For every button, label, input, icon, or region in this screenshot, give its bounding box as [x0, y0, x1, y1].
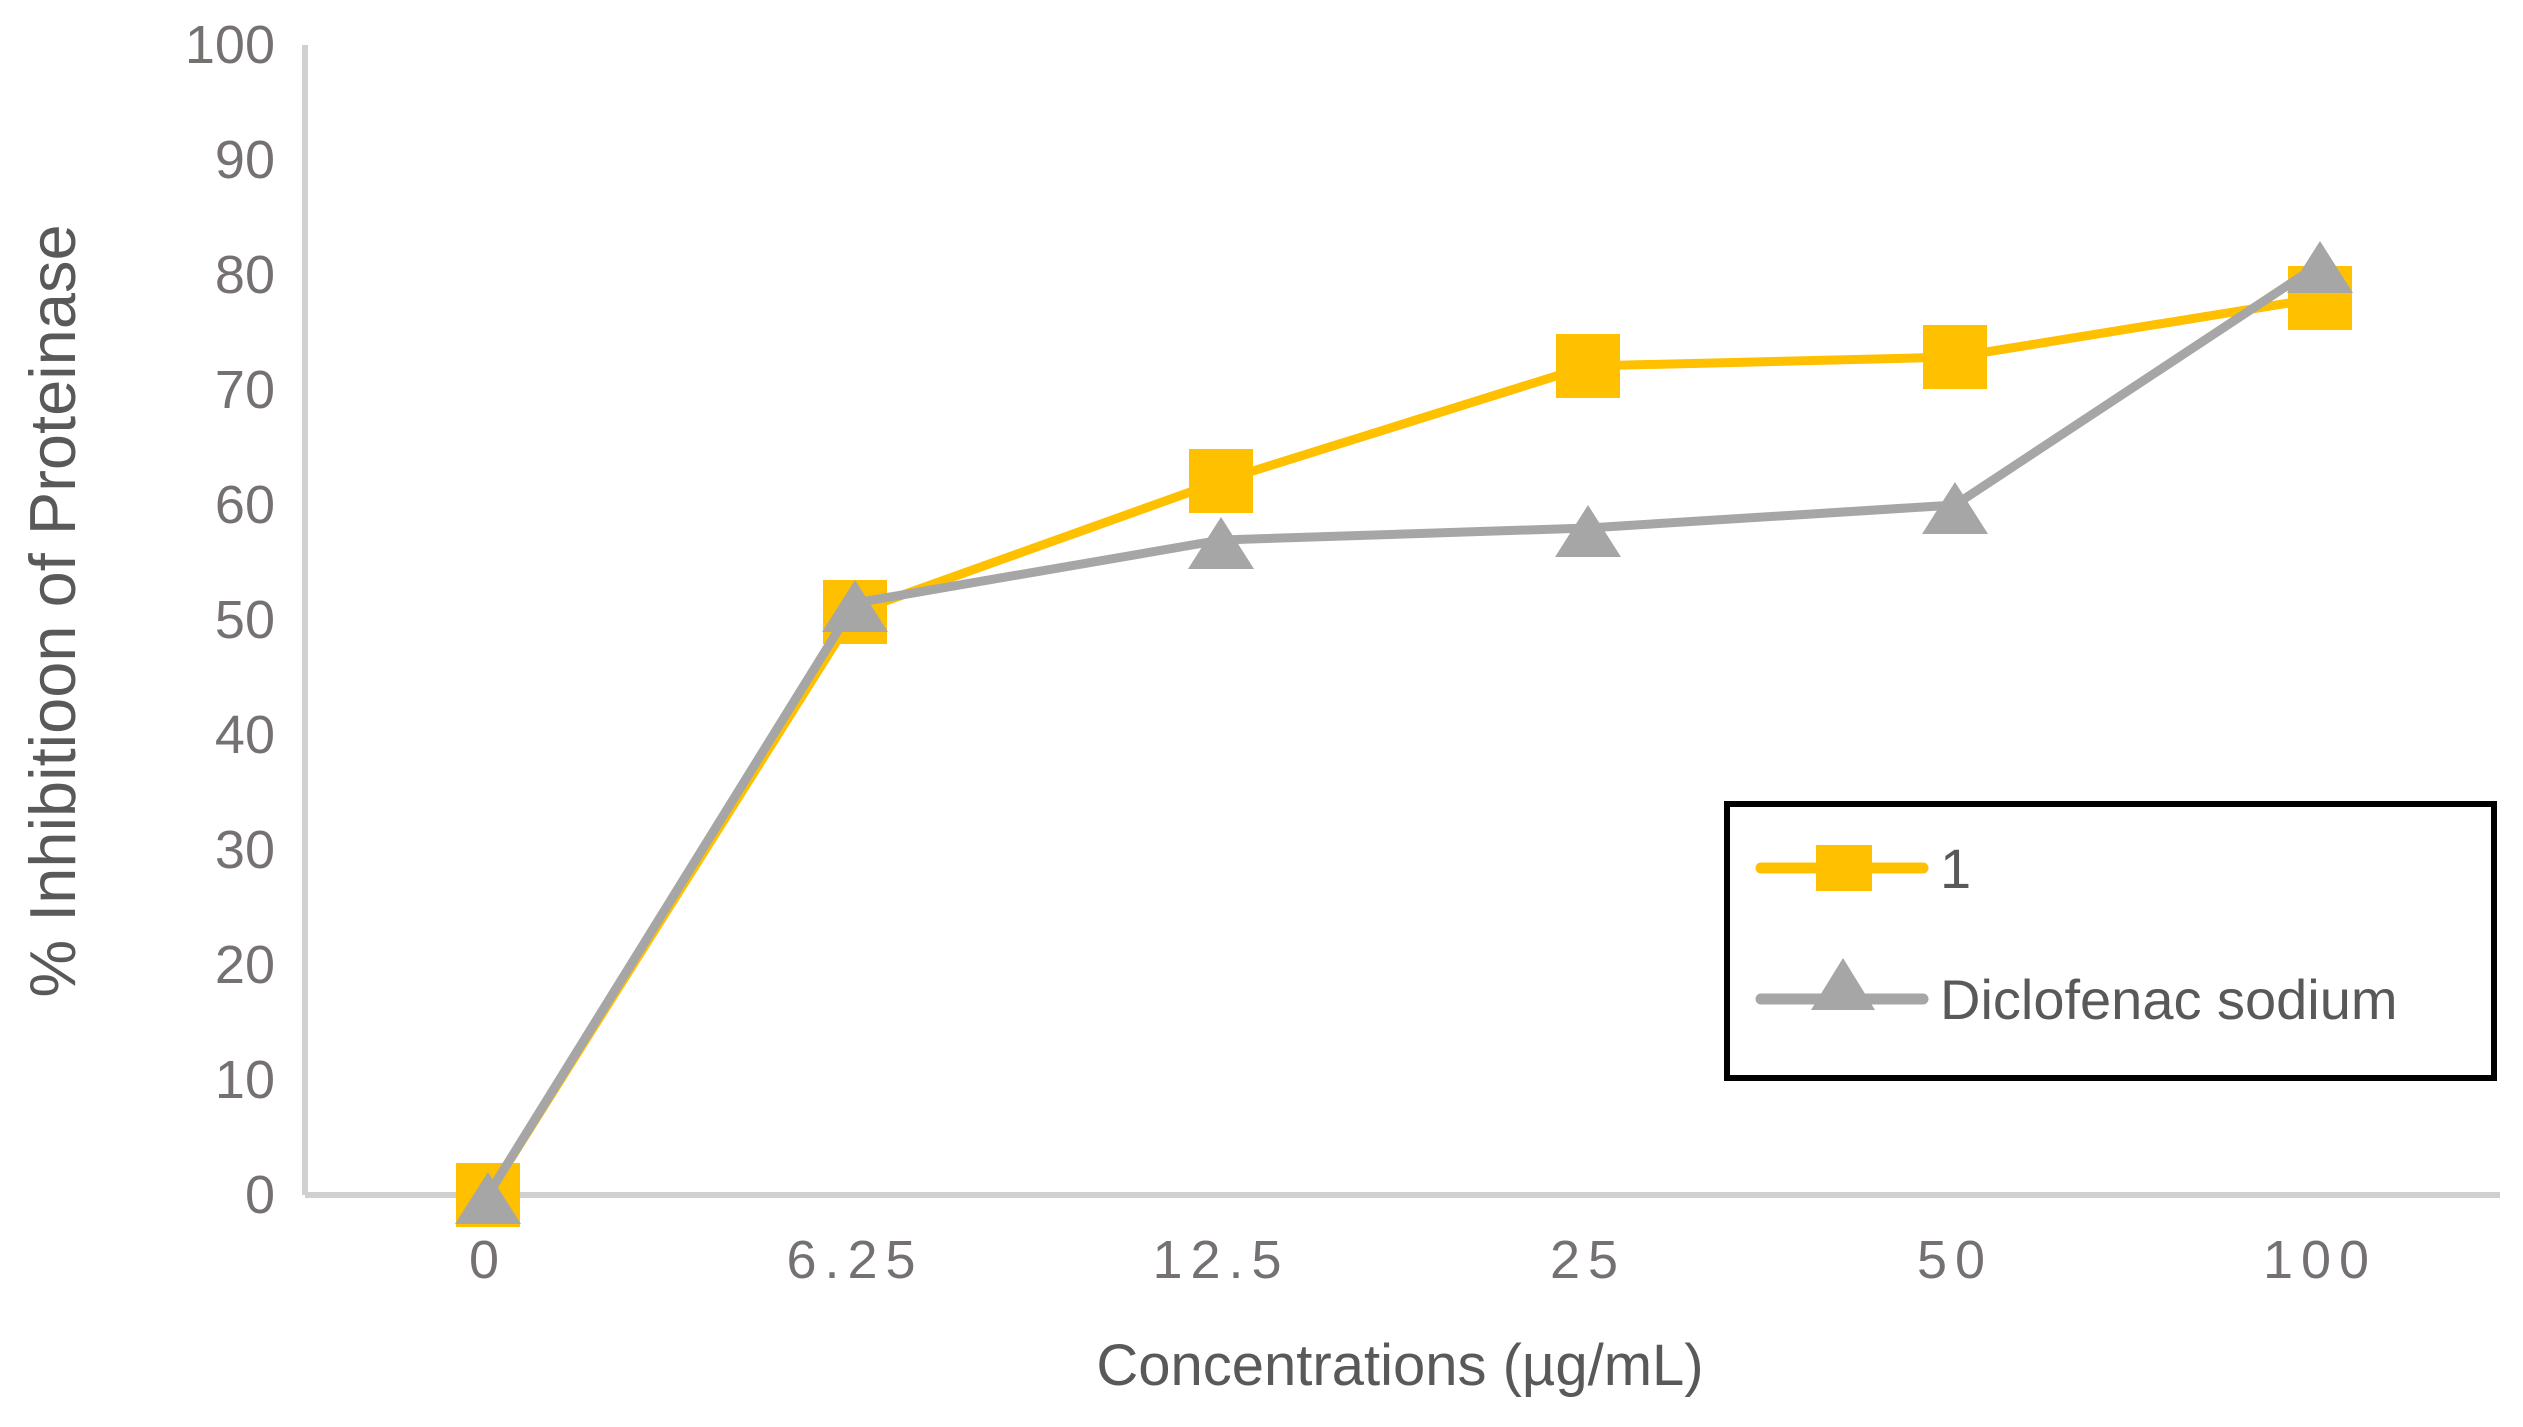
svg-text:0: 0: [245, 1165, 275, 1225]
svg-text:6.25: 6.25: [786, 1230, 923, 1290]
svg-text:20: 20: [215, 935, 275, 995]
svg-text:100: 100: [2263, 1230, 2377, 1290]
svg-text:70: 70: [215, 360, 275, 420]
svg-text:25: 25: [1550, 1230, 1626, 1290]
svg-text:12.5: 12.5: [1152, 1230, 1289, 1290]
svg-text:50: 50: [1917, 1230, 1993, 1290]
svg-text:% Inhibitioon of Proteinase: % Inhibitioon of Proteinase: [16, 224, 89, 997]
svg-text:100: 100: [185, 15, 275, 75]
svg-text:Diclofenac sodium: Diclofenac sodium: [1940, 968, 2398, 1031]
svg-text:Concentrations (µg/mL): Concentrations (µg/mL): [1096, 1333, 1703, 1398]
svg-text:40: 40: [215, 705, 275, 765]
svg-text:1: 1: [1940, 837, 1971, 900]
svg-text:0: 0: [469, 1230, 507, 1290]
svg-text:90: 90: [215, 130, 275, 190]
svg-text:60: 60: [215, 475, 275, 535]
svg-text:50: 50: [215, 590, 275, 650]
svg-text:10: 10: [215, 1050, 275, 1110]
svg-text:80: 80: [215, 245, 275, 305]
svg-text:30: 30: [215, 820, 275, 880]
